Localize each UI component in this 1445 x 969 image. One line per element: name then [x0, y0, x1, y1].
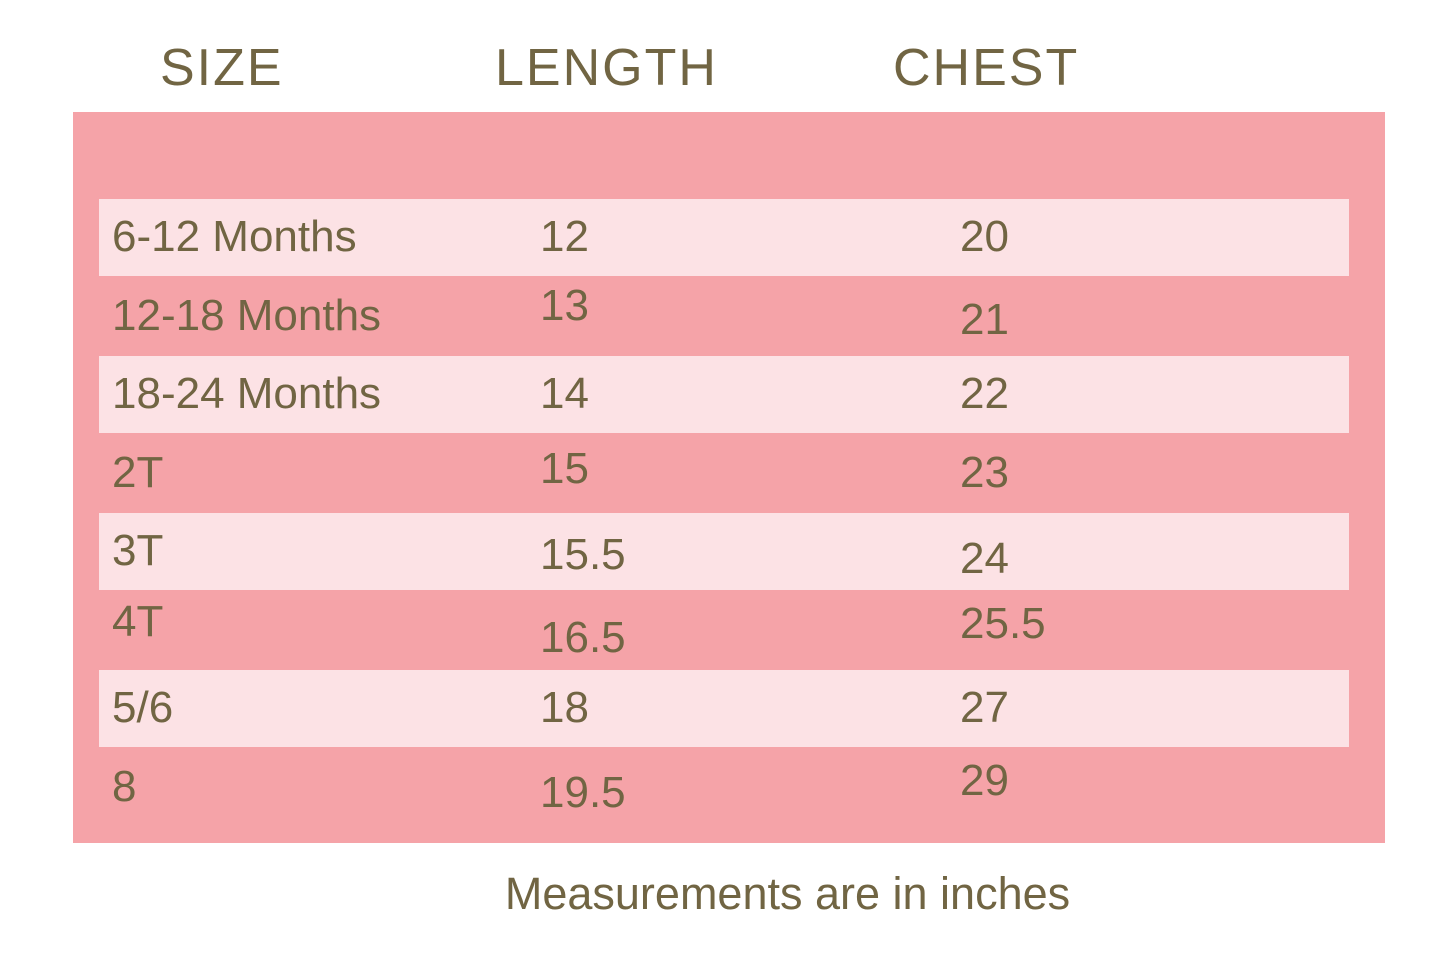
- length-cell: 12: [540, 212, 589, 261]
- length-cell: 19.5: [540, 767, 626, 817]
- size-cell: 4T: [112, 596, 164, 646]
- table-row: 6-12 Months 12 20: [99, 198, 1349, 276]
- size-chart-panel: 6-12 Months 12 20 12-18 Months 13 21 18-…: [73, 112, 1385, 843]
- length-cell: 16.5: [540, 612, 626, 662]
- size-cell: 2T: [112, 447, 164, 497]
- table-row: 4T 16.5 25.5: [99, 591, 1349, 668]
- table-row: 8 19.5 29: [99, 748, 1349, 825]
- chest-cell: 24: [960, 534, 1009, 583]
- length-cell: 14: [540, 369, 589, 418]
- size-cell: 5/6: [112, 683, 174, 732]
- column-header-chest: CHEST: [893, 39, 1080, 97]
- column-header-length: LENGTH: [495, 39, 718, 97]
- chest-cell: 21: [960, 294, 1009, 344]
- size-cell: 3T: [112, 526, 164, 575]
- table-row: 18-24 Months 14 22: [99, 355, 1349, 433]
- table-row: 5/6 18 27: [99, 669, 1349, 747]
- length-cell: 15.5: [540, 530, 626, 579]
- chest-cell: 25.5: [960, 598, 1046, 648]
- table-row: 12-18 Months 13 21: [99, 277, 1349, 354]
- chest-cell: 22: [960, 369, 1009, 418]
- size-cell: 6-12 Months: [112, 212, 357, 261]
- size-cell: 8: [112, 761, 137, 811]
- size-cell: 12-18 Months: [112, 290, 382, 340]
- table-row: 2T 15 23: [99, 434, 1349, 511]
- table-row: 3T 15.5 24: [99, 512, 1349, 590]
- chest-cell: 20: [960, 212, 1009, 261]
- measurement-units-note: Measurements are in inches: [504, 868, 1071, 919]
- column-header-size: SIZE: [160, 39, 284, 97]
- size-chart-rows: 6-12 Months 12 20 12-18 Months 13 21 18-…: [73, 112, 1385, 825]
- length-cell: 15: [540, 443, 589, 493]
- chest-cell: 23: [960, 447, 1009, 497]
- chest-cell: 27: [960, 683, 1009, 732]
- length-cell: 13: [540, 280, 589, 330]
- chest-cell: 29: [960, 755, 1009, 805]
- size-cell: 18-24 Months: [112, 369, 382, 418]
- length-cell: 18: [540, 683, 589, 732]
